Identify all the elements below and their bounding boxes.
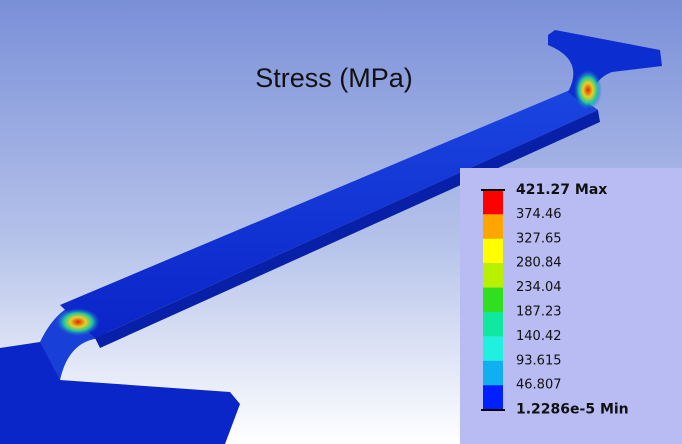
legend-label: 280.84 <box>516 256 562 271</box>
swatch <box>483 312 503 336</box>
legend-swatches <box>481 190 505 410</box>
title: Stress (MPa) <box>255 63 413 93</box>
stress-plot: Stress (MPa) 421.27 Max 374.46 327.65 280.8… <box>0 0 682 444</box>
legend-label: 46.807 <box>516 378 562 393</box>
swatch <box>483 385 503 410</box>
swatch <box>483 263 503 287</box>
swatch <box>483 361 503 385</box>
swatch <box>483 288 503 312</box>
swatch <box>483 336 503 360</box>
screenshot: Stress (MPa) 421.27 Max 374.46 327.65 280.8… <box>0 0 682 444</box>
swatch <box>483 190 503 214</box>
legend-label: 421.27 Max <box>516 182 607 198</box>
legend-label: 187.23 <box>516 305 562 320</box>
legend-label: 140.42 <box>516 329 562 344</box>
hot-spot <box>56 308 100 336</box>
legend-label: 234.04 <box>516 280 562 295</box>
swatch <box>483 239 503 263</box>
legend-label: 374.46 <box>516 207 562 222</box>
swatch <box>483 214 503 238</box>
hot-spot <box>574 70 602 110</box>
legend-label: 1.2286e-5 Min <box>516 402 629 418</box>
legend-label: 327.65 <box>516 231 562 246</box>
legend-label: 93.615 <box>516 353 562 368</box>
